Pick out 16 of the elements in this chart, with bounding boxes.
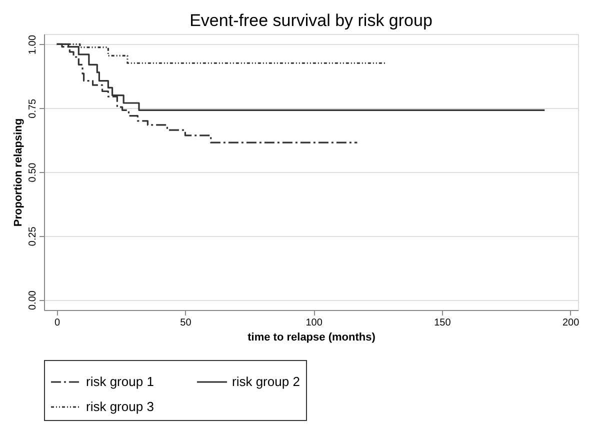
legend-label: risk group 2: [232, 374, 300, 389]
x-axis-title: time to relapse (months): [248, 332, 376, 344]
x-tick-label: 150: [434, 318, 452, 328]
x-tick-label: 0: [54, 318, 61, 328]
x-tick-label: 200: [562, 318, 580, 328]
legend-label: risk group 1: [86, 374, 154, 389]
y-tick-label: 1.00: [28, 34, 38, 54]
legend-label: risk group 3: [86, 399, 154, 414]
y-tick-label: 0.50: [28, 162, 38, 182]
x-tick-label: 100: [306, 318, 323, 328]
chart-title: Event-free survival by risk group: [190, 11, 432, 30]
y-axis-title: Proportion relapsing: [12, 118, 24, 227]
y-tick-label: 0.00: [28, 290, 38, 310]
y-tick-label: 0.25: [28, 226, 38, 246]
y-tick-label: 0.75: [28, 98, 38, 118]
x-tick-label: 50: [180, 318, 192, 328]
